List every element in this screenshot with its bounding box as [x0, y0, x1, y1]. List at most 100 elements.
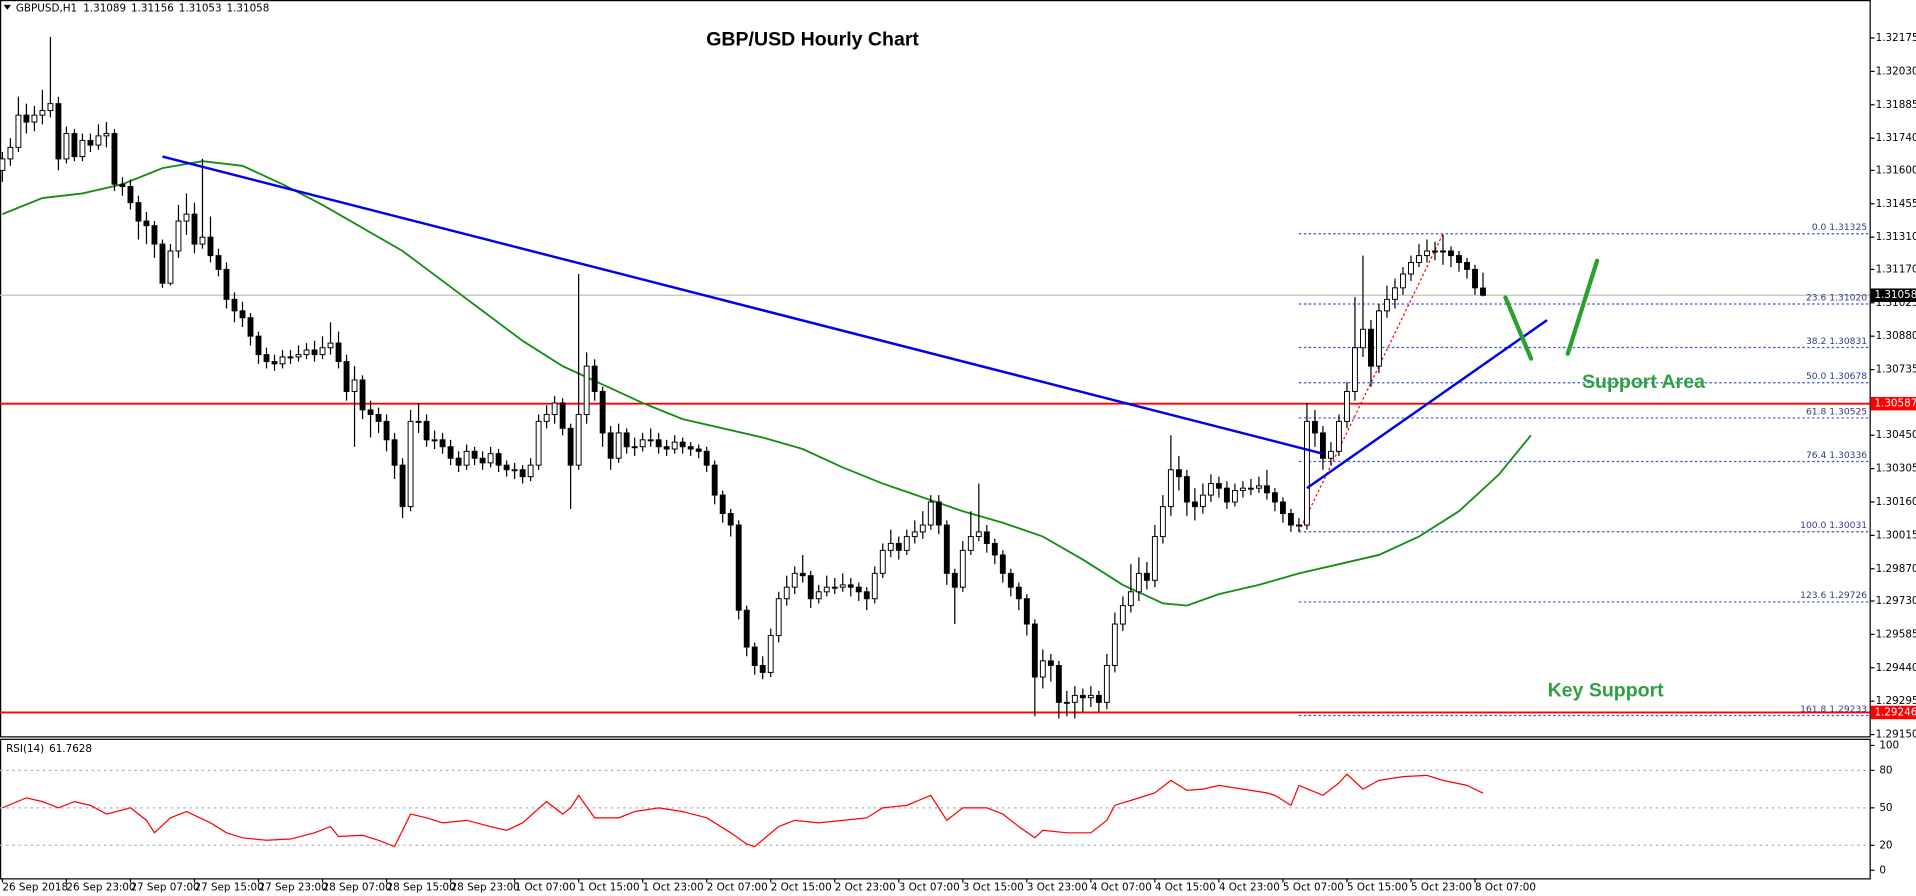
rsi-name: RSI(14) [6, 743, 44, 755]
candle-body [1167, 469, 1174, 508]
arrow-up [1565, 258, 1600, 356]
candle-body [1271, 492, 1278, 503]
candle-body [983, 531, 990, 544]
x-tick-label: 27 Sep 07:00 [130, 881, 199, 893]
fib-anchor-line [1298, 233, 1444, 532]
candle-body [591, 365, 598, 392]
candle-body [111, 133, 118, 185]
candle-body [263, 354, 270, 363]
candle-body [1456, 255, 1462, 264]
candle-body [663, 446, 670, 450]
candle-body [647, 439, 654, 442]
candle-body [167, 250, 174, 284]
candle-body [735, 524, 742, 611]
candle-body [967, 536, 974, 551]
candle-body [543, 414, 550, 422]
x-tick-label: 27 Sep 15:00 [194, 881, 263, 893]
candle-body [1023, 598, 1030, 625]
y-tick-label: 1.30735 [1876, 364, 1916, 376]
candle-body [831, 586, 838, 589]
rsi-panel-frame [0, 738, 1871, 880]
candle-body [855, 586, 862, 593]
candle-body [1039, 660, 1046, 678]
candle-body [1432, 250, 1438, 253]
candle-body [103, 133, 110, 137]
x-tick-label: 8 Oct 07:00 [1475, 881, 1536, 893]
candle-body [815, 591, 822, 600]
x-tick-label: 26 Sep 23:00 [66, 881, 135, 893]
candle-body [927, 501, 934, 526]
high-value: 1.31156 [131, 3, 174, 15]
candle-body [1448, 250, 1454, 257]
arrow-down [1503, 295, 1534, 361]
y-tick-label: 1.29295 [1876, 695, 1916, 707]
y-tick-label: 1.31170 [1876, 263, 1916, 275]
x-tick-label: 28 Sep 15:00 [387, 881, 456, 893]
annotation: Support Area [1582, 371, 1705, 393]
candle-body [95, 135, 102, 146]
header-icon [3, 4, 11, 10]
candle-body [839, 584, 846, 588]
candle-body [63, 133, 70, 160]
x-tick-label: 5 Oct 15:00 [1347, 881, 1408, 893]
candle-body [1223, 487, 1230, 503]
price-label: 1.29246 [1874, 706, 1916, 718]
candle-body [1015, 586, 1022, 600]
candle-body [311, 349, 318, 356]
candle-body [319, 347, 326, 356]
candle-body [271, 361, 278, 365]
fib-label: 76.4 1.30336 [1806, 450, 1867, 461]
candle-body [1087, 694, 1094, 699]
candle-body [1183, 476, 1190, 503]
candle-body [943, 524, 950, 574]
candle-body [1055, 665, 1062, 703]
candle-body [15, 114, 22, 148]
candle-body [903, 536, 910, 551]
candle-body [119, 183, 126, 188]
candle-body [47, 103, 54, 112]
y-tick-label: 1.30015 [1876, 529, 1916, 541]
rsi-line [2, 773, 1484, 848]
symbol: GBPUSD,H1 [16, 3, 77, 15]
candle-body [1400, 273, 1406, 289]
candle-body [999, 554, 1006, 574]
x-tick-label: 3 Oct 15:00 [963, 881, 1024, 893]
candle-body [1408, 262, 1414, 275]
candle-body [295, 354, 302, 358]
candle-body [863, 591, 870, 600]
candle-body [359, 379, 366, 411]
candle-body [127, 186, 134, 204]
x-tick-label: 5 Oct 23:00 [1411, 881, 1472, 893]
candle-body [503, 464, 510, 471]
x-tick-label: 1 Oct 07:00 [515, 881, 576, 893]
candle-body [783, 586, 790, 600]
candle-body [1344, 390, 1350, 422]
candle-body [1328, 450, 1334, 459]
y-tick-label: 1.30160 [1876, 496, 1916, 508]
y-tick-label: 20 [1879, 839, 1892, 851]
candle-body [351, 379, 358, 392]
x-tick-label: 5 Oct 07:00 [1283, 881, 1344, 893]
candle-body [1199, 494, 1206, 508]
candle-body [567, 427, 574, 466]
chart-title: GBP/USD Hourly Chart [706, 28, 919, 50]
candle-body [463, 450, 470, 466]
x-tick-label: 1 Oct 23:00 [643, 881, 704, 893]
candle-body [1480, 287, 1486, 296]
candle-body [935, 501, 942, 526]
candle-body [1103, 665, 1110, 703]
candle-body [1368, 328, 1374, 367]
y-tick-label: 1.29150 [1876, 729, 1916, 741]
candle-body [807, 575, 814, 600]
x-tick-label: 2 Oct 15:00 [771, 881, 832, 893]
rsi-value: 61.7628 [49, 743, 92, 755]
price-label: 1.31058 [1874, 289, 1916, 301]
fib-label: 100.0 1.30031 [1800, 520, 1867, 531]
candle-body [759, 665, 766, 673]
candle-body [223, 268, 230, 300]
candle-body [1376, 310, 1382, 367]
candle-body [31, 114, 38, 123]
candle-body [1159, 506, 1166, 538]
